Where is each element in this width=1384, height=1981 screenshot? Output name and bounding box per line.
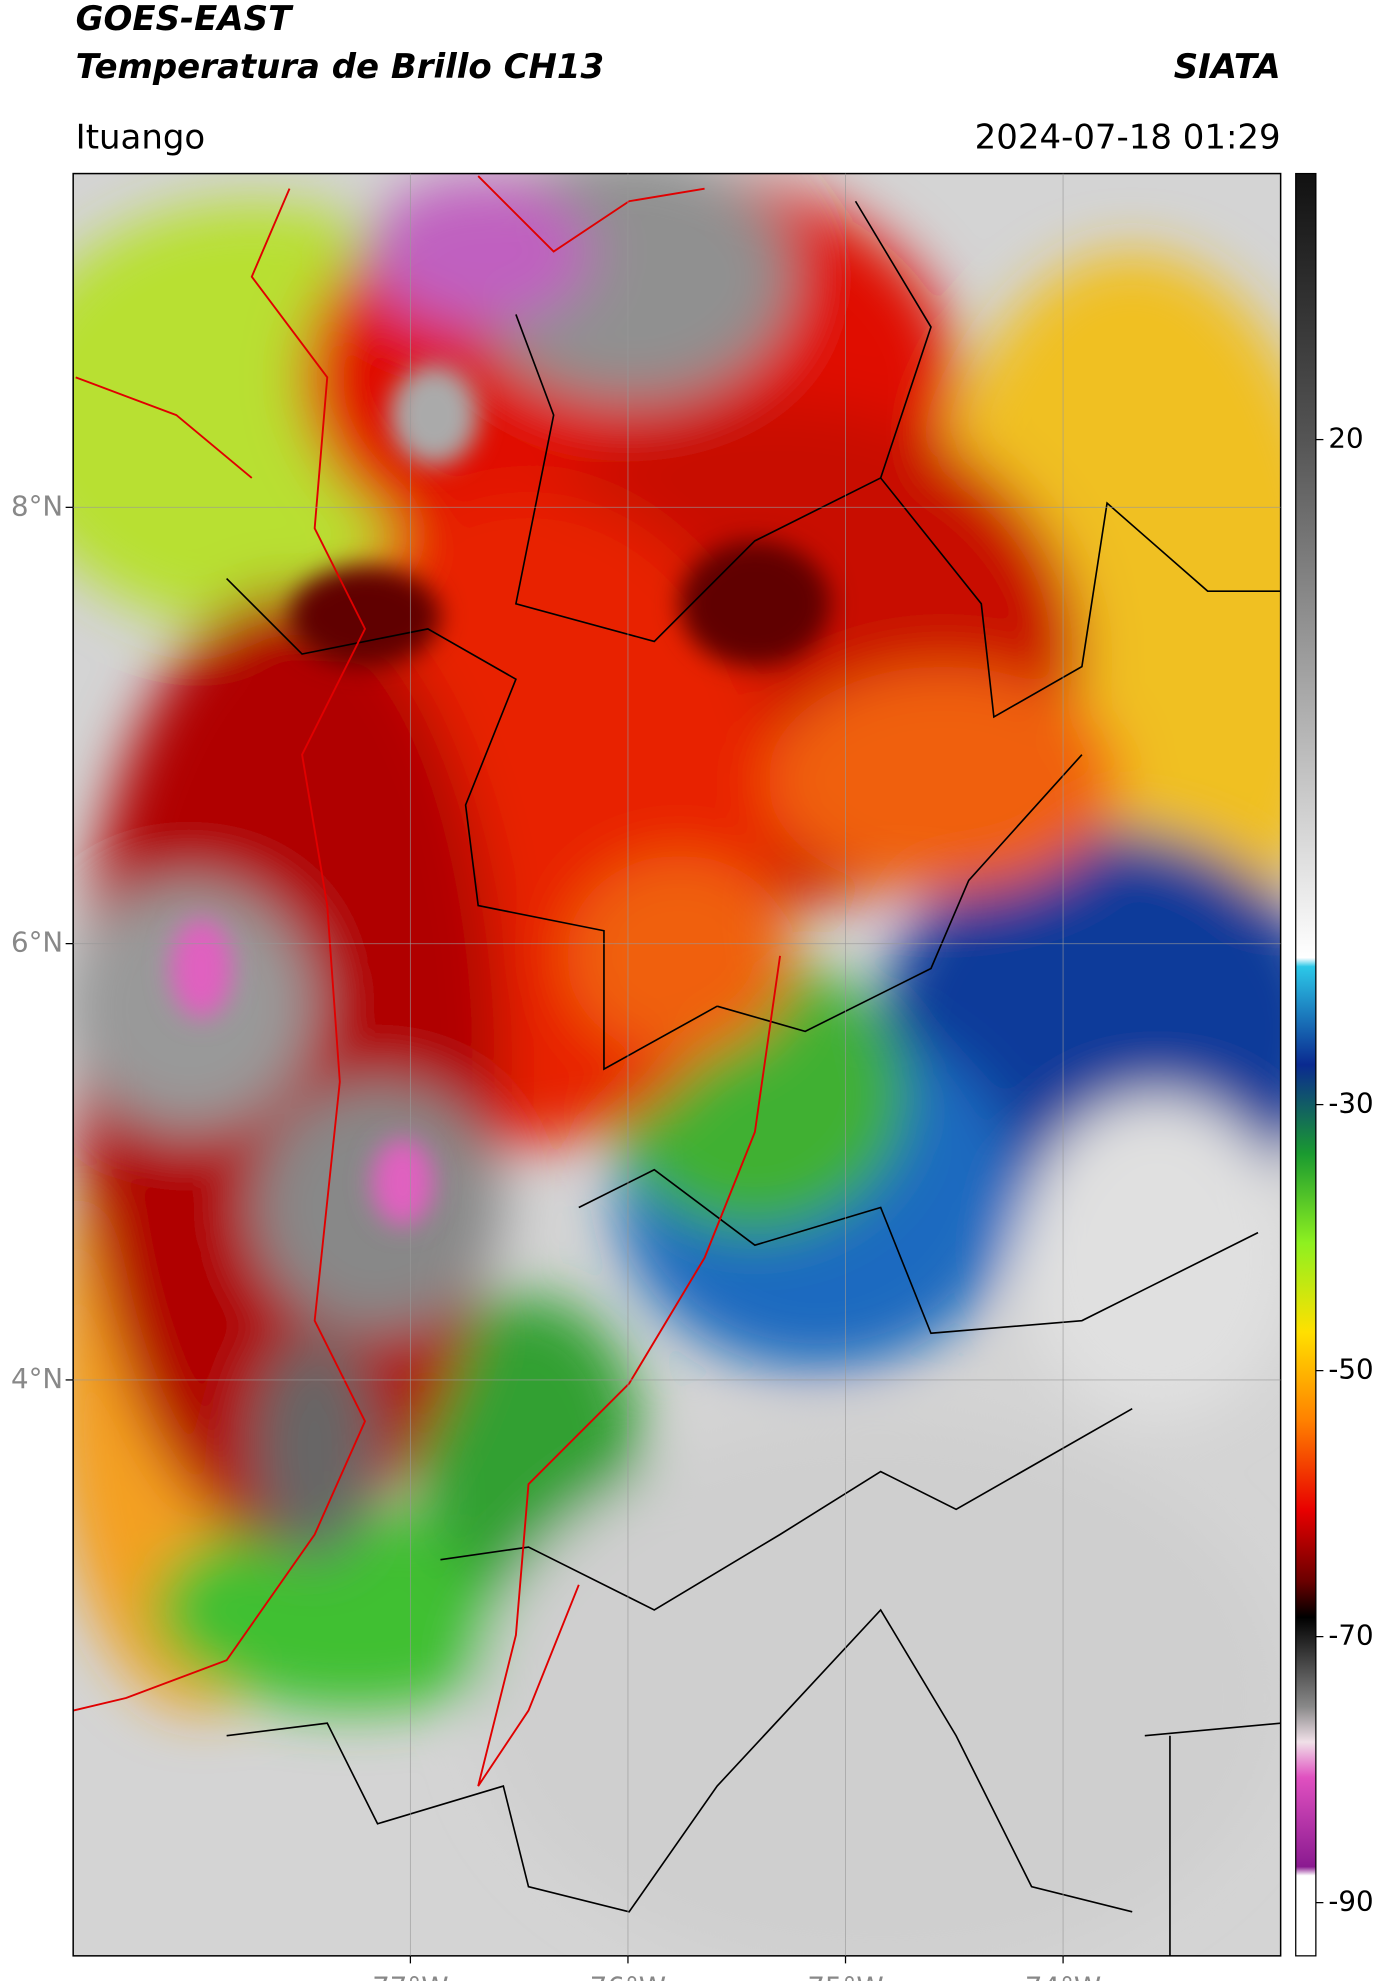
x-tick-label: 76°W — [590, 1971, 666, 1981]
x-tick-label: 74°W — [1025, 1971, 1101, 1981]
source: SIATA — [1174, 47, 1281, 87]
colorbar-tick-label: 20 — [1328, 422, 1363, 455]
x-tick-label: 77°W — [372, 1971, 448, 1981]
y-tick-label: 4°N — [11, 1362, 63, 1395]
y-tick-label: 8°N — [11, 489, 63, 522]
colorbar-tick-label: -70 — [1328, 1619, 1373, 1652]
subtitle: Temperatura de Brillo CH13 — [76, 47, 604, 87]
map-frame — [72, 172, 1282, 1957]
y-tick-label: 6°N — [11, 926, 63, 959]
location: Ituango — [76, 117, 206, 157]
colorbar — [1295, 172, 1317, 1957]
colorbar-tick-label: -30 — [1328, 1087, 1373, 1120]
datetime: 2024-07-18 01:29 — [975, 117, 1281, 157]
colorbar-tick-label: -90 — [1328, 1885, 1373, 1918]
title: GOES-EAST — [76, 0, 294, 39]
satellite-image — [73, 173, 1281, 1956]
colorbar-tick-label: -50 — [1328, 1353, 1373, 1386]
x-tick-label: 75°W — [807, 1971, 883, 1981]
